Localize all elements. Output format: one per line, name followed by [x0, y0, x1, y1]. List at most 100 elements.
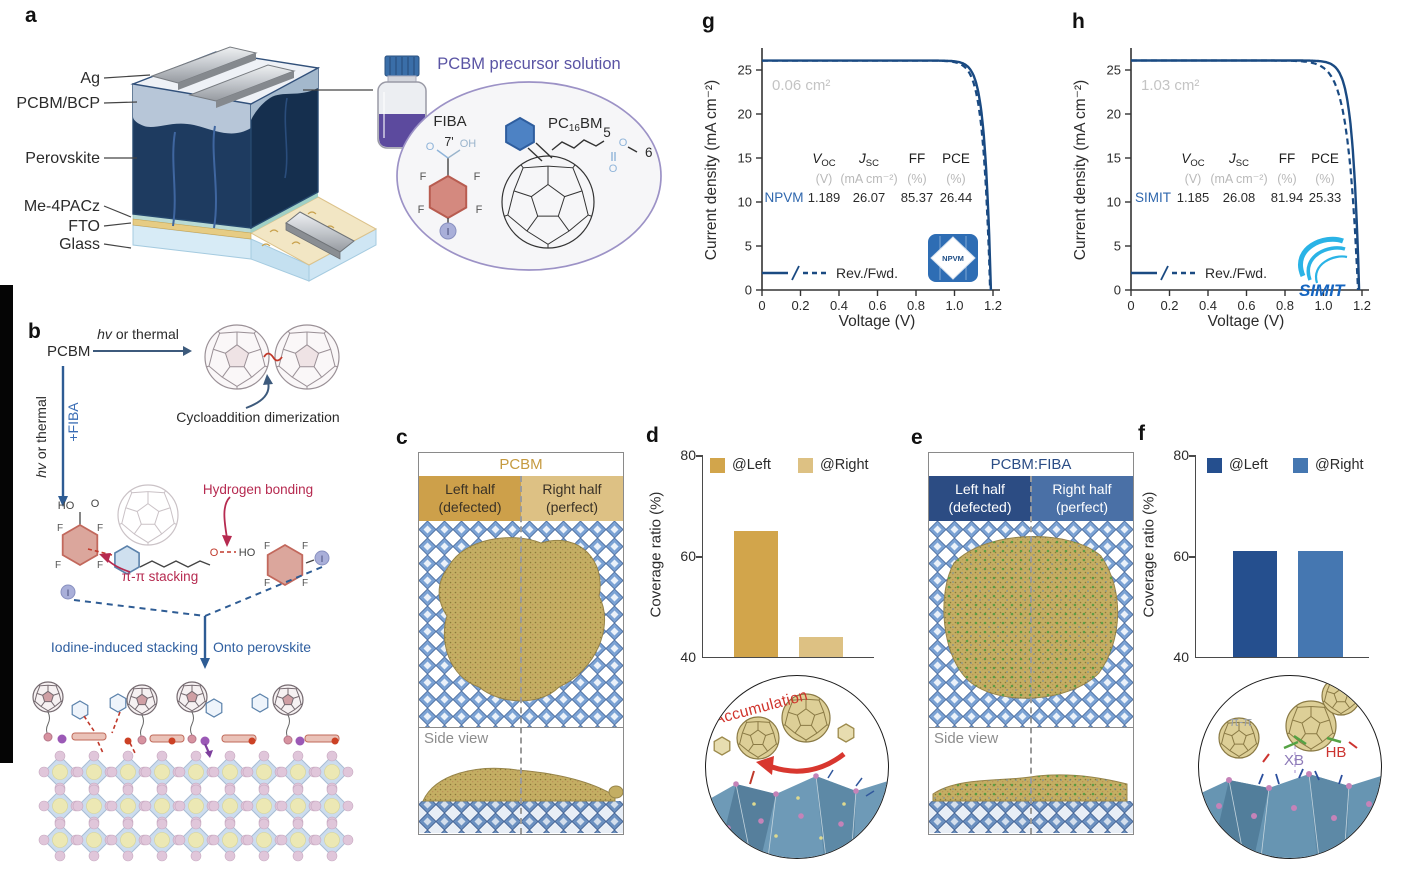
- svg-text:(mA cm⁻²): (mA cm⁻²): [1210, 172, 1267, 186]
- layer-label-perovskite: Perovskite: [25, 150, 100, 167]
- right-half-line2: (perfect): [545, 498, 599, 515]
- pi-pi-label: π-π: [1230, 714, 1252, 729]
- scan-direction-legend: Rev./Fwd.: [762, 265, 898, 281]
- device-area-label: 0.06 cm²: [772, 77, 830, 94]
- ag-electrode-2-side: [216, 71, 294, 108]
- half-divider-dashed: [520, 476, 522, 834]
- plot-area: [1195, 455, 1369, 658]
- left-half-line2: (defected): [438, 498, 502, 515]
- red-interaction-dashes: [83, 711, 137, 756]
- panel-c-simulation: PCBM Left half (defected) Right half (pe…: [418, 452, 624, 835]
- fiba-f-labels-left: F F F F: [55, 523, 103, 571]
- i-label-left: I: [67, 588, 70, 598]
- bar-at-left: [734, 530, 778, 657]
- y-axis-label: Coverage ratio (%): [647, 491, 665, 618]
- svg-text:F: F: [420, 171, 427, 183]
- npvm-logo: NPVM: [928, 234, 978, 282]
- svg-text:F: F: [55, 560, 61, 571]
- panel-c-label: c: [396, 426, 408, 449]
- svg-text:NPVM: NPVM: [942, 254, 964, 263]
- left-half-line1: Left half: [955, 481, 1005, 497]
- svg-text:SIMIT: SIMIT: [1299, 281, 1346, 300]
- ytick-40: 40: [1173, 649, 1189, 665]
- x-tick-label: 0: [758, 298, 765, 313]
- y-tick-label: 25: [738, 63, 752, 78]
- side-view-label: Side view: [424, 730, 489, 747]
- x-tick-label: 0.4: [1199, 298, 1217, 313]
- carbonyl-o-label: O: [609, 163, 618, 175]
- pcbm-bcp-right-band: [251, 68, 318, 120]
- x-tick-label: 0.8: [1276, 298, 1294, 313]
- panel-e-label: e: [911, 426, 923, 449]
- device-area-label: 1.03 cm²: [1141, 77, 1199, 94]
- o-label: O: [91, 498, 100, 510]
- iodine-induced-stacking-label: Iodine-induced stacking: [51, 639, 198, 655]
- svg-text:F: F: [264, 578, 270, 589]
- svg-text:1.185: 1.185: [1177, 190, 1210, 205]
- chain-c6-label: 6: [645, 145, 653, 160]
- xb-label: XB: [1284, 752, 1304, 769]
- hydrogen-bonding-arrow: [223, 496, 231, 539]
- i-label-right: I: [321, 554, 324, 564]
- x-tick-label: 0.2: [791, 298, 809, 313]
- fto-layer: [132, 218, 252, 240]
- hv-or-thermal-vertical: hv or thermal: [33, 396, 49, 478]
- svg-text:1.189: 1.189: [808, 190, 841, 205]
- panel-h-jv-plot: 0 5 10 15 20 25 0 0.2 0.4 0.6 0.8 1.0 1.2 Voltage (V…: [1072, 48, 1371, 330]
- plot-area: [702, 455, 874, 658]
- fiba-i-label: I: [447, 227, 450, 238]
- arrowhead-4: [222, 535, 232, 547]
- fto-texture: [261, 211, 349, 247]
- fiba-f-labels-right: F F F F: [264, 541, 308, 589]
- hb-label: HB: [1326, 744, 1347, 761]
- right-half-line1: Right half: [542, 481, 602, 497]
- bar-at-left: [1233, 550, 1277, 657]
- legend-label-left: @Left: [732, 457, 771, 473]
- x-axis-title: Voltage (V): [1208, 313, 1285, 330]
- panel-e-right-header: Right half (perfect): [1031, 476, 1133, 521]
- pv-parameter-table: VOC JSC FF PCE (V) (mA cm⁻²) (%) (%) NPV…: [764, 151, 972, 205]
- svg-text:(%): (%): [1315, 172, 1334, 186]
- panel-d-label: d: [646, 424, 659, 447]
- ho-right: HO: [239, 547, 256, 559]
- jv-curve-forward: [762, 59, 992, 291]
- arrowhead-2: [263, 374, 273, 385]
- jv-curve-forward: [1131, 59, 1360, 291]
- left-half-line1: Left half: [445, 481, 495, 497]
- tickmark: [696, 455, 702, 457]
- dashed-right: [204, 566, 323, 617]
- x-tick-label: 0.4: [830, 298, 848, 313]
- panel-d-inset-accumulation: Accumulation: [705, 675, 889, 859]
- bar-at-right: [799, 636, 843, 657]
- svg-text:25.33: 25.33: [1309, 190, 1342, 205]
- arrowhead-3: [58, 496, 68, 507]
- svg-text:FF: FF: [909, 151, 926, 166]
- grain-boundary-right: [284, 97, 288, 179]
- fiba-o-label: O: [426, 141, 435, 153]
- svg-text:(V): (V): [816, 172, 833, 186]
- ho-label: HO: [58, 500, 75, 512]
- panel-a-device-illustration: Ag PCBM/BCP Perovskite Me-4PACz FTO Glas…: [16, 46, 662, 282]
- pb-atoms: [725, 773, 874, 831]
- ester-o: O: [210, 547, 219, 559]
- y-tick-label: 25: [1107, 63, 1121, 78]
- arrowhead-5: [99, 553, 111, 563]
- legend-label-left: @Left: [1229, 457, 1268, 473]
- x-axis-title: Voltage (V): [839, 313, 916, 330]
- accumulation-arrowhead: [756, 756, 774, 775]
- svg-text:FF: FF: [1279, 151, 1296, 166]
- fiba-name: FIBA: [433, 113, 466, 130]
- panel-c-right-header: Right half (perfect): [521, 476, 623, 521]
- layer-label-glass: Glass: [59, 236, 100, 253]
- purple-arrowhead: [205, 750, 213, 758]
- iodine-left: [60, 584, 76, 600]
- svg-text:PCE: PCE: [942, 151, 970, 166]
- panel-e-title: PCBM:FIBA: [990, 456, 1072, 473]
- svg-text:(%): (%): [1277, 172, 1296, 186]
- svg-text:Rev./Fwd.: Rev./Fwd.: [836, 265, 898, 281]
- svg-text:F: F: [97, 560, 103, 571]
- svg-text:85.37: 85.37: [901, 190, 934, 205]
- tickmark: [696, 556, 702, 558]
- y-axis-title: Current density (mA cm⁻²): [1072, 80, 1089, 260]
